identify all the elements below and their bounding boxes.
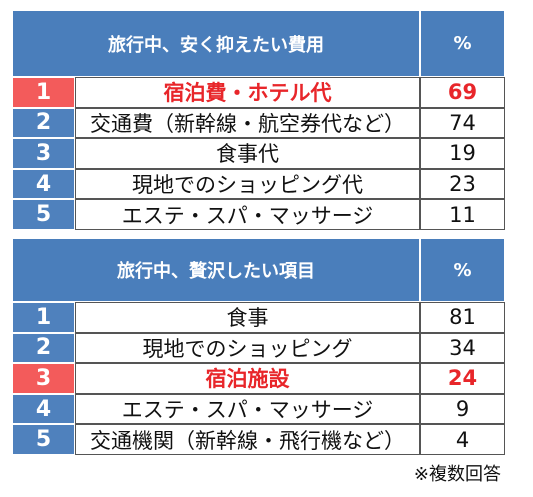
item: エステ・スパ・マッサージ [75,393,420,425]
rank: 5 [12,424,75,455]
item: エステ・スパ・マッサージ [75,199,420,230]
rank: 4 [12,393,75,425]
pct: 19 [420,138,505,169]
rank: 2 [12,107,75,139]
item: 現地でのショッピング [75,332,420,364]
rank: 2 [12,332,75,364]
pct: 81 [420,302,505,333]
item: 宿泊費・ホテル代 [75,77,420,108]
item: 食事 [75,302,420,333]
header-pct: % [420,238,505,302]
rank: 5 [12,199,75,230]
rank: 1 [12,77,75,108]
rank: 4 [12,168,75,200]
pct: 74 [420,107,505,139]
item: 現地でのショッピング代 [75,168,420,200]
item: 交通費（新幹線・航空券代など） [75,107,420,139]
pct: 9 [420,393,505,425]
header-item: 旅行中、安く抑えたい費用 [12,10,420,77]
item: 食事代 [75,138,420,169]
pct: 69 [420,77,505,108]
item: 交通機関（新幹線・飛行機など） [75,424,420,455]
item: 宿泊施設 [75,363,420,394]
footnote: ※複数回答 [413,464,501,485]
pct: 23 [420,168,505,200]
pct: 34 [420,332,505,364]
header-item: 旅行中、贅沢したい項目 [12,238,420,302]
pct: 24 [420,363,505,394]
rank: 3 [12,363,75,394]
rank: 1 [12,302,75,333]
pct: 4 [420,424,505,455]
pct: 11 [420,199,505,230]
header-pct: % [420,10,505,77]
rank: 3 [12,138,75,169]
